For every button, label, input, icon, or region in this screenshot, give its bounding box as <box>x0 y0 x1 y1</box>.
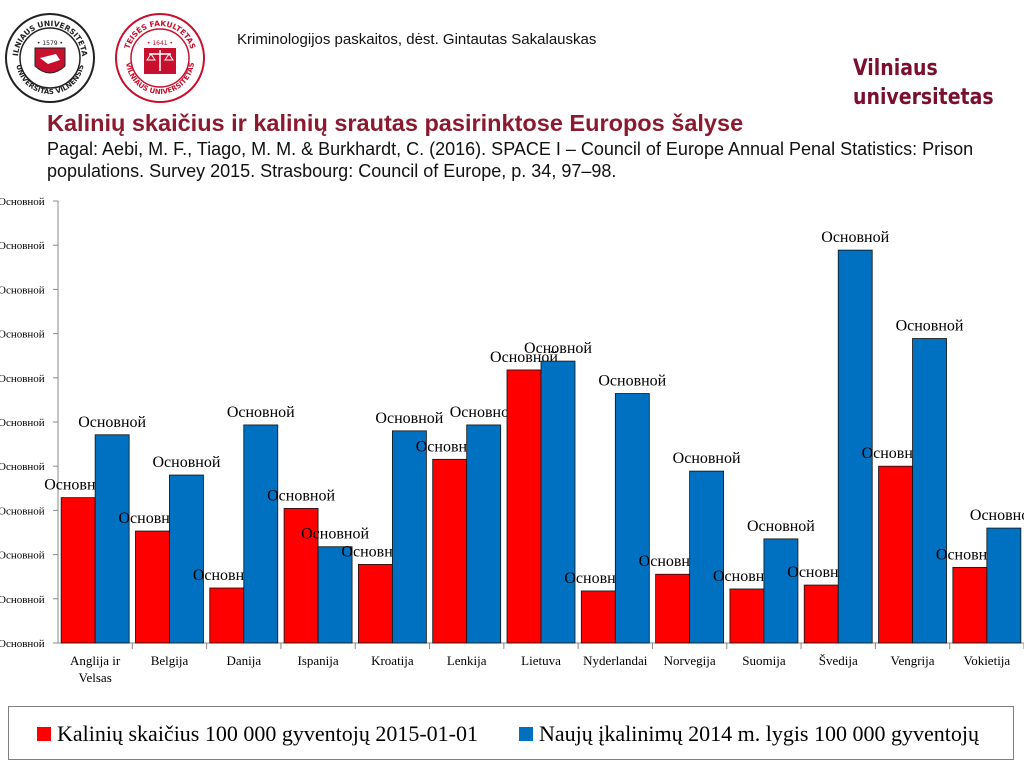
bar-series-2 <box>614 393 650 644</box>
data-label: Основной <box>970 507 1024 524</box>
bar-series-2 <box>94 434 130 644</box>
y-tick-label: Основной <box>0 373 45 385</box>
svg-text:• 1641 •: • 1641 • <box>147 40 173 47</box>
bar-series-1 <box>952 566 988 644</box>
law-faculty-seal-icon: TEISĖS FAKULTETAS VILNIAUS UNIVERSITETAS… <box>115 13 205 103</box>
vilnius-university-seal-icon: VILNIAUS UNIVERSITETAS UNIVERSITAS VILNE… <box>1 1 95 103</box>
x-tick-label: Danija <box>226 653 261 668</box>
slide-subtitle: Pagal: Aebi, M. F., Tiago, M. M. & Burkh… <box>47 139 974 181</box>
legend-swatch-series-2 <box>519 727 533 741</box>
bar-series-2 <box>317 546 353 644</box>
data-label: Основной <box>598 373 666 390</box>
bar-series-1 <box>580 590 616 644</box>
bar-series-2 <box>763 538 799 644</box>
x-tick-label: Anglija ir <box>70 653 121 668</box>
y-tick-label: Основной <box>0 594 45 606</box>
x-tick-label: Norvegija <box>664 653 716 668</box>
legend-label-series-2: Naujų įkalinimų 2014 m. lygis 100 000 gy… <box>539 721 979 746</box>
bar-series-1 <box>357 564 393 644</box>
bar-series-2 <box>391 430 427 644</box>
y-tick-label: Основной <box>0 417 45 429</box>
data-label: Основной <box>267 487 335 504</box>
x-tick-label: Suomija <box>742 653 786 668</box>
y-tick-label: Основной <box>0 461 45 473</box>
x-tick-label: Nyderlandai <box>583 653 648 668</box>
x-tick-label: Švedija <box>819 653 858 668</box>
bar-series-1 <box>432 458 468 644</box>
y-tick-label: Основной <box>0 284 45 296</box>
legend-label-series-1: Kalinių skaičius 100 000 gyventojų 2015-… <box>57 721 479 746</box>
bar-series-2 <box>466 424 502 644</box>
x-tick-label: Lietuva <box>521 653 561 668</box>
y-tick-label: Основной <box>0 505 45 517</box>
legend-item-series-2: Naujų įkalinimų 2014 m. lygis 100 000 gy… <box>519 721 979 747</box>
bar-series-1 <box>729 588 765 644</box>
y-tick-label: Основной <box>0 329 45 341</box>
data-label: Основной <box>450 404 518 421</box>
university-seal: VILNIAUS UNIVERSITETAS UNIVERSITAS VILNE… <box>1 1 96 108</box>
bar-series-1 <box>655 573 691 644</box>
slide-title: Kalinių skaičius ir kalinių srautas pasi… <box>47 110 744 136</box>
bar-series-2 <box>689 470 725 644</box>
data-label: Основной <box>153 454 221 471</box>
bar-series-2 <box>540 360 576 644</box>
bar-series-2 <box>243 424 279 644</box>
x-tick-label: Vengrija <box>891 653 935 668</box>
brand-line-2: universitetas <box>853 85 994 110</box>
x-tick-label: Velsas <box>79 670 112 685</box>
brand-line-1: Vilniaus <box>853 56 938 81</box>
data-label: Основной <box>227 404 295 421</box>
bar-series-1 <box>135 530 170 644</box>
data-label: Основной <box>896 318 964 335</box>
data-label: Основной <box>821 229 889 246</box>
bar-series-1 <box>878 465 913 644</box>
chart-legend: Kalinių skaičius 100 000 gyventojų 2015-… <box>8 706 1014 760</box>
svg-text:• 1579 •: • 1579 • <box>37 40 63 47</box>
bar-series-2 <box>837 249 873 644</box>
data-label: Основной <box>524 340 592 357</box>
x-tick-label: Lenkija <box>447 653 487 668</box>
legend-item-series-1: Kalinių skaičius 100 000 gyventojų 2015-… <box>37 721 478 747</box>
data-label: Основной <box>747 518 815 535</box>
course-caption: Kriminologijos paskaitos, dėst. Gintauta… <box>237 31 597 48</box>
university-brand: Vilniaus universitetas <box>853 54 999 112</box>
bar-series-1 <box>803 584 839 644</box>
bar-series-2 <box>986 527 1022 644</box>
bar-series-1 <box>506 369 542 644</box>
x-tick-label: Kroatija <box>371 653 414 668</box>
y-tick-label: Основной <box>0 638 45 650</box>
data-label: Основной <box>301 526 369 543</box>
data-label: Основной <box>375 410 443 427</box>
title-block: Kalinių skaičius ir kalinių srautas pasi… <box>47 108 1022 182</box>
y-tick-label: Основной <box>0 550 45 562</box>
bar-chart: Основной Основной Основной Основной Основной… <box>0 196 1024 685</box>
data-label: Основной <box>673 450 741 467</box>
chart-area: Основной Основной Основной Основной Основной… <box>0 180 1024 705</box>
bar-series-2 <box>912 338 947 644</box>
bar-series-1 <box>283 508 319 644</box>
bar-series-1 <box>209 587 245 644</box>
bar-series-2 <box>169 474 204 644</box>
y-tick-label: Основной <box>0 196 45 208</box>
data-label: Основной <box>78 414 146 431</box>
x-tick-label: Vokietija <box>963 653 1010 668</box>
y-tick-label: Основной <box>0 240 45 252</box>
faculty-seal: TEISĖS FAKULTETAS VILNIAUS UNIVERSITETAS… <box>114 8 206 108</box>
bar-series-1 <box>60 497 96 644</box>
legend-swatch-series-1 <box>37 727 51 741</box>
x-tick-label: Belgija <box>151 653 189 668</box>
x-tick-label: Ispanija <box>297 653 338 668</box>
